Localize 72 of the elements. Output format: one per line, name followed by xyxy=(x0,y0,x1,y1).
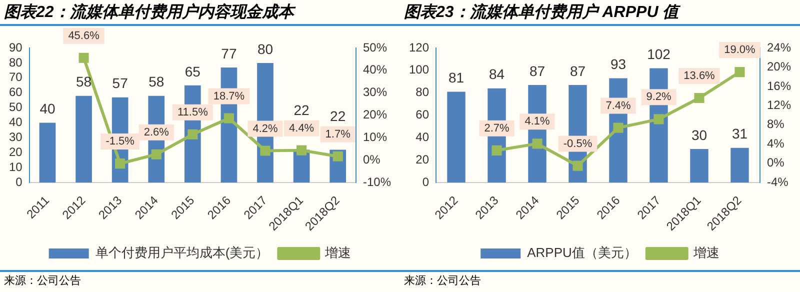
data-label: 65 xyxy=(184,63,201,80)
y-tick-label: 20 xyxy=(8,145,23,160)
y-tick-label: 40 xyxy=(8,115,23,130)
legend-label: 增速 xyxy=(692,245,720,260)
y2-tick-label: 12% xyxy=(766,98,792,112)
data-label: 4.4% xyxy=(289,122,314,134)
data-label: 19.0% xyxy=(724,44,756,56)
data-label: 102 xyxy=(647,46,671,62)
legend-label: 单个付费用户平均成本(美元） xyxy=(95,245,269,260)
data-label: 31 xyxy=(732,126,748,142)
data-label: 58 xyxy=(76,74,92,90)
y2-tick-label: 20% xyxy=(362,108,388,122)
data-label: 81 xyxy=(448,70,464,86)
data-label: 84 xyxy=(488,66,505,82)
legend-label: ARPPU值（美元） xyxy=(527,245,637,260)
y-tick-label: 50 xyxy=(8,100,23,114)
y2-tick-label: -10% xyxy=(362,174,392,189)
source-note: 来源：公司公告 xyxy=(4,275,81,287)
y2-tick-label: 30% xyxy=(362,85,388,100)
chart-title: 图表22：流媒体单付费用户内容现金成本 xyxy=(0,0,400,26)
y2-tick-label: 8% xyxy=(766,117,785,132)
chart-title: 图表23：流媒体单付费用户 ARPPU 值 xyxy=(400,0,800,26)
data-label: 93 xyxy=(610,56,626,72)
data-label: 58 xyxy=(148,74,164,90)
y2-tick-label: 10% xyxy=(362,130,388,144)
data-label: 11.5% xyxy=(177,106,208,118)
data-label: 2.6% xyxy=(144,126,170,138)
y-tick-label: 60 xyxy=(416,108,430,122)
y2-tick-label: 0% xyxy=(362,152,381,166)
y2-tick-label: 40% xyxy=(362,62,388,77)
data-label: 22 xyxy=(330,108,346,124)
y-tick-label: 80 xyxy=(416,85,430,100)
data-label: 40 xyxy=(40,100,56,117)
y-tick-label: 40 xyxy=(416,130,430,144)
data-label: 4.2% xyxy=(252,122,278,135)
y-tick-label: 90 xyxy=(8,40,23,54)
data-label: 1.7% xyxy=(325,128,351,140)
data-label: 2.7% xyxy=(484,122,510,134)
y2-tick-label: 4% xyxy=(766,136,785,150)
y2-tick-label: 16% xyxy=(766,78,792,93)
y2-tick-label: 24% xyxy=(766,40,792,54)
y-tick-label: 100 xyxy=(408,62,430,77)
source-note: 来源：公司公告 xyxy=(404,275,481,287)
data-label: 9.2% xyxy=(646,91,672,104)
y-tick-label: 60 xyxy=(8,85,23,100)
data-label: 87 xyxy=(570,62,586,79)
legend-label: 增速 xyxy=(324,245,352,260)
data-label: -1.5% xyxy=(106,136,135,148)
data-label: 7.4% xyxy=(606,100,631,112)
y2-tick-label: 20% xyxy=(766,60,792,74)
y-tick-label: 120 xyxy=(408,40,430,54)
data-label: 30 xyxy=(691,126,708,143)
y2-tick-label: -4% xyxy=(766,174,789,189)
data-label: 77 xyxy=(221,45,237,62)
y-tick-label: 80 xyxy=(8,55,23,70)
y-tick-label: 30 xyxy=(8,130,23,144)
y-tick-label: 0 xyxy=(422,174,430,189)
data-label: 4.1% xyxy=(524,116,550,128)
y2-tick-label: 0% xyxy=(766,156,785,170)
data-label: 80 xyxy=(257,40,274,57)
data-label: 45.6% xyxy=(68,30,100,42)
data-label: 18.7% xyxy=(213,90,245,102)
y-tick-label: 10 xyxy=(8,160,23,174)
data-label: 22 xyxy=(294,102,310,118)
data-label: 87 xyxy=(529,62,546,79)
y-tick-label: 70 xyxy=(8,70,23,84)
data-label: 13.6% xyxy=(684,70,716,82)
y-tick-label: 20 xyxy=(416,152,430,166)
data-label: 57 xyxy=(112,75,128,92)
data-label: -0.5% xyxy=(563,138,592,150)
y-tick-label: 0 xyxy=(16,174,23,189)
y2-tick-label: 50% xyxy=(362,40,388,54)
